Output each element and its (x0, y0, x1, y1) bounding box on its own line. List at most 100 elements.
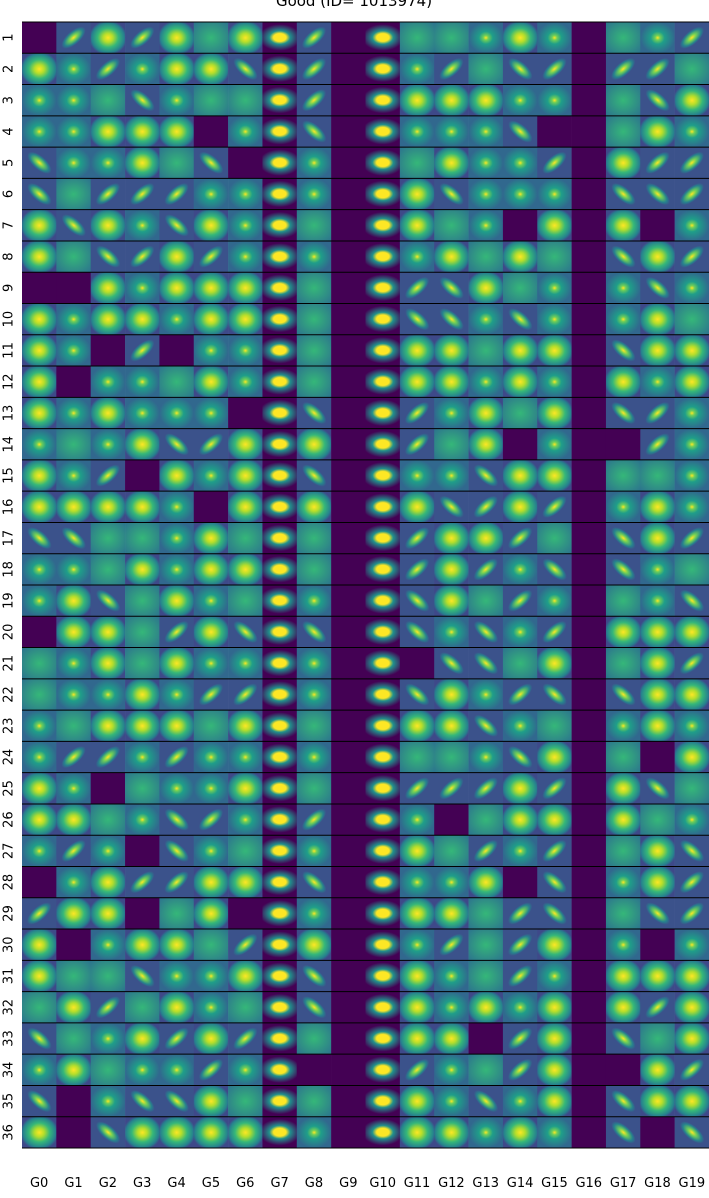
cutout (674, 866, 709, 899)
row-label: 2 (1, 65, 16, 73)
cutout (262, 115, 298, 148)
row-label: 9 (2, 284, 17, 292)
cutout (228, 459, 263, 492)
row-label: 30 (2, 936, 17, 953)
cutout (502, 22, 538, 54)
cutout (262, 491, 298, 523)
cutout (159, 22, 195, 54)
cutout (640, 835, 675, 867)
cutout (468, 22, 504, 54)
cutout (22, 84, 57, 117)
cutout (296, 1054, 332, 1086)
cutout (159, 929, 195, 961)
cutout (262, 960, 298, 992)
cutout (434, 366, 469, 398)
cutout (640, 115, 675, 148)
row-label: 28 (1, 874, 16, 891)
cutout (90, 522, 126, 555)
cutout (56, 835, 91, 867)
cutout (56, 741, 91, 773)
cutout (434, 1054, 469, 1086)
cutout (399, 741, 435, 773)
cutout (159, 240, 195, 273)
cutout (331, 960, 366, 992)
cutout (125, 803, 160, 836)
cutout (468, 334, 504, 367)
cutout (193, 303, 229, 336)
row-label: 22 (2, 686, 17, 703)
cutout (537, 991, 572, 1024)
cutout (90, 553, 126, 586)
cutout (674, 209, 709, 242)
cutout (605, 334, 641, 367)
cutout (125, 272, 160, 304)
cutout (228, 647, 263, 680)
cutout (262, 240, 298, 273)
cutout (331, 334, 366, 367)
cutout (434, 835, 469, 867)
cutout (22, 678, 57, 711)
cutout (468, 929, 504, 961)
cutout (228, 115, 263, 148)
cutout (399, 710, 435, 742)
cutout (193, 897, 229, 930)
cutout (537, 929, 572, 961)
cutout (125, 491, 160, 523)
cutout (502, 835, 538, 867)
cutout (331, 53, 366, 85)
cutout (365, 553, 401, 586)
cutout (365, 22, 401, 54)
cutout (537, 616, 572, 648)
cutout (331, 397, 366, 429)
column-label: G4 (167, 1176, 185, 1191)
cutout (640, 616, 675, 648)
cutout (228, 522, 263, 555)
cutout (228, 178, 263, 210)
cutout (571, 147, 607, 179)
cutout (228, 334, 263, 367)
cutout (502, 84, 538, 117)
cutout (434, 240, 469, 273)
cutout (159, 115, 195, 148)
cutout (159, 491, 195, 523)
cutout (365, 710, 401, 742)
cutout (262, 53, 298, 85)
cutout (399, 115, 435, 148)
cutout (262, 897, 298, 930)
cutout (228, 147, 263, 179)
cutout (502, 991, 538, 1024)
cutout (125, 866, 160, 899)
cutout (468, 897, 504, 930)
cutout (193, 397, 229, 429)
cutout (640, 491, 675, 523)
cutout (90, 803, 126, 836)
column-label: G10 (369, 1176, 396, 1191)
cutout (296, 53, 332, 85)
cutout (571, 209, 607, 242)
cutout (571, 678, 607, 711)
cutout (90, 929, 126, 961)
cutout (571, 272, 607, 304)
cutout (468, 1085, 504, 1118)
cutout (228, 553, 263, 586)
cutout (125, 960, 160, 992)
cutout (125, 178, 160, 210)
cutout (22, 991, 57, 1024)
cutout (365, 647, 401, 680)
cutout (193, 1022, 229, 1055)
cutout (365, 1085, 401, 1118)
cutout (296, 710, 332, 742)
column-label: G14 (507, 1176, 534, 1191)
cutout (331, 147, 366, 179)
cutout (674, 1085, 709, 1118)
cutout (640, 803, 675, 836)
cutout (502, 209, 538, 242)
cutout (537, 897, 572, 930)
cutout (331, 678, 366, 711)
cutout (262, 428, 298, 461)
cutout (159, 866, 195, 899)
cutout (331, 647, 366, 680)
cutout (193, 1054, 229, 1086)
cutout (125, 1054, 160, 1086)
